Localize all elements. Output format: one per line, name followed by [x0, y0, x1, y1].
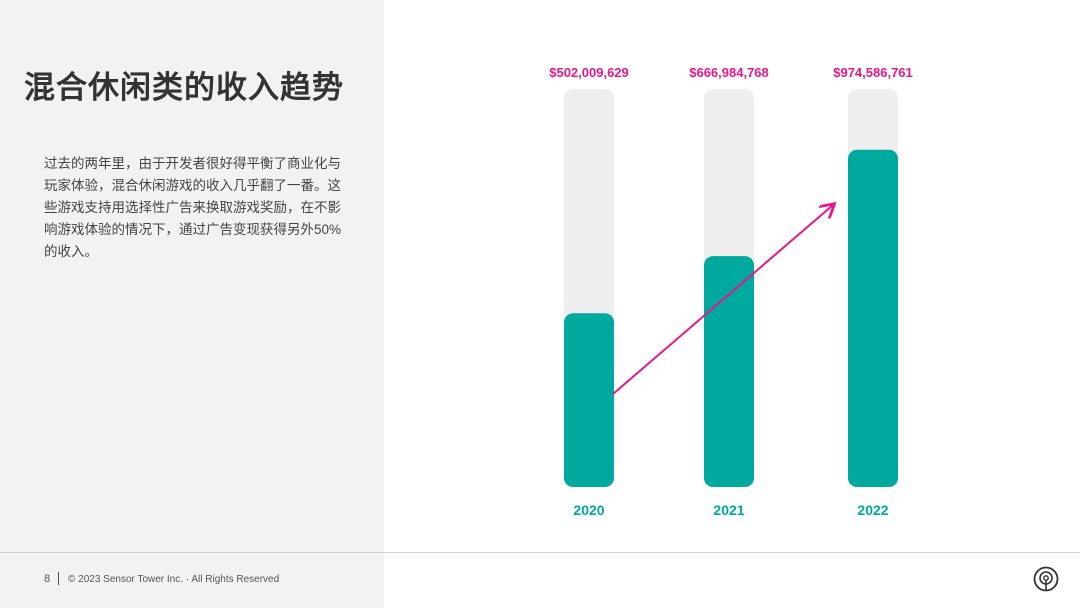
year-label-2021: 2021	[713, 502, 744, 518]
bar-2022	[848, 149, 898, 487]
footer-divider	[0, 552, 1080, 553]
footer-separator	[58, 572, 59, 585]
revenue-bar-chart: $502,009,629 2020 $666,984,768 2021 $974,586…	[549, 65, 913, 518]
sensor-tower-logo-icon	[1033, 566, 1059, 592]
value-label-2022: $974,586,761	[833, 65, 913, 80]
page-title: 混合休闲类的收入趋势	[24, 70, 344, 105]
value-label-2020: $502,009,629	[549, 65, 629, 80]
page-number: 8	[44, 573, 51, 585]
year-label-2020: 2020	[573, 502, 604, 518]
left-panel: 混合休闲类的收入趋势 过去的两年里，由于开发者很好得平衡了商业化与玩家体验，混合…	[0, 0, 384, 608]
copyright-text: © 2023 Sensor Tower Inc. · All Rights Re…	[68, 574, 280, 585]
year-label-2022: 2022	[857, 502, 888, 518]
body-text: 过去的两年里，由于开发者很好得平衡了商业化与玩家体验，混合休闲游戏的收入几乎翻了…	[44, 156, 342, 259]
bar-2020	[564, 313, 614, 487]
value-label-2021: $666,984,768	[689, 65, 769, 80]
bar-2021	[704, 256, 754, 487]
trend-arrow	[612, 205, 833, 395]
